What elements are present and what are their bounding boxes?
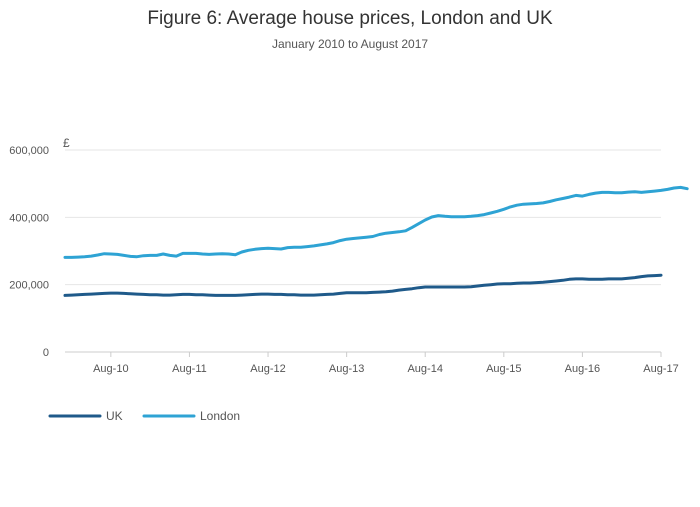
y-axis-unit-label: £: [63, 136, 70, 150]
series-line-uk: [63, 273, 663, 297]
x-tick-label: Aug-12: [250, 363, 285, 375]
y-tick-label: 200,000: [9, 280, 49, 292]
chart-title: Figure 6: Average house prices, London a…: [147, 8, 553, 29]
x-axis-ticks: Aug-10 Aug-11 Aug-12 Aug-13 Aug-14 Aug-15 Aug-…: [93, 352, 679, 375]
y-tick-label: 600,000: [9, 145, 49, 157]
x-tick-label: Aug-17: [643, 363, 678, 375]
legend-label-london: London: [200, 409, 240, 423]
series-line-london: [63, 185, 689, 259]
x-tick-label: Aug-15: [486, 363, 521, 375]
legend: UK London: [48, 409, 240, 423]
x-tick-label: Aug-16: [565, 363, 600, 375]
y-axis-ticks: 0 200,000 400,000 600,000: [9, 145, 49, 359]
gridlines: [65, 149, 661, 353]
y-tick-label: 0: [43, 347, 49, 359]
series-lines: [63, 185, 689, 297]
x-tick-label: Aug-14: [407, 363, 442, 375]
chart-subtitle: January 2010 to August 2017: [272, 37, 428, 51]
x-tick-label: Aug-10: [93, 363, 128, 375]
x-tick-label: Aug-13: [329, 363, 364, 375]
y-tick-label: 400,000: [9, 212, 49, 224]
legend-label-uk: UK: [106, 409, 123, 423]
x-tick-label: Aug-11: [172, 363, 207, 375]
